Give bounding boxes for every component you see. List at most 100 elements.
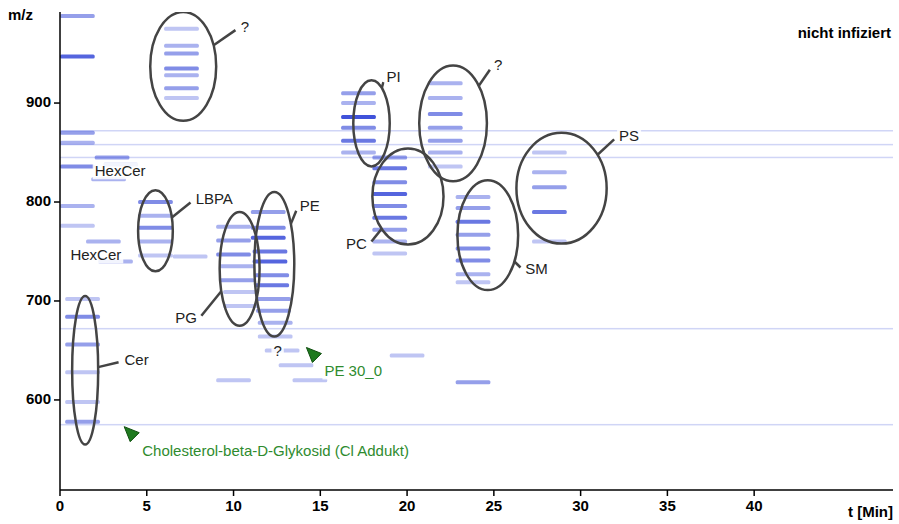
signal [428,164,463,168]
signal [164,86,199,90]
label-patch [385,68,403,85]
signal [223,304,258,308]
arrow [306,347,321,362]
signal [60,131,95,135]
region-ellipse [72,296,98,444]
signal [164,73,199,77]
x-tick-label: 25 [486,497,503,514]
y-tick [54,102,60,104]
signal [138,240,173,244]
leader-line [291,211,296,224]
y-tick [54,399,60,401]
title: nicht infiziert [798,24,891,41]
signal [456,380,491,384]
x-tick-label: 0 [56,497,64,514]
signal [428,126,463,130]
signal [341,126,376,130]
leader-line [98,362,118,367]
background-line [60,130,893,132]
region-ellipse [372,149,443,245]
signal [164,96,199,100]
x-tick [580,490,582,496]
x-tick-label: 10 [225,497,242,514]
signal [341,139,376,143]
x-tick [753,490,755,496]
signal [173,254,208,258]
x-tick [667,490,669,496]
signal [372,204,407,208]
signal [456,195,491,199]
label-patch [239,18,251,35]
leader-line [479,70,490,86]
signal [372,228,407,232]
label-patch [322,362,384,379]
background-line [60,328,893,330]
label-patch [492,56,504,73]
signal [372,192,407,196]
x-tick-label: 40 [746,497,763,514]
leader-line [514,261,520,267]
leader-line [382,82,384,88]
signal [456,220,491,224]
signal [138,226,173,230]
annotation-label: PS [619,127,639,144]
annotation-label: HexCer [70,246,121,263]
annotation-label: LBPA [196,190,233,207]
signal [251,210,286,214]
region-ellipse [254,192,294,336]
y-tick-label: 900 [26,93,51,110]
label-patch [271,342,283,359]
signal [428,112,463,116]
label-patch [122,351,150,368]
annotation-label: PE 30_0 [324,362,382,379]
signal [341,101,376,105]
signal [65,370,100,374]
x-tick-label: 30 [572,497,589,514]
label-patch [140,442,411,459]
signal [256,297,291,301]
signal [216,225,251,229]
signal [532,170,567,174]
signal [223,290,258,294]
signal [60,141,95,145]
leader-line [172,203,191,218]
region-ellipse [419,65,487,181]
signal [456,233,491,237]
annotation-label: ? [494,56,502,73]
signal [138,214,173,218]
signal [216,378,251,382]
annotation-label: PG [175,309,197,326]
signal [456,272,491,276]
arrow [124,427,139,442]
annotation-label: PE [300,197,320,214]
signal [60,14,95,18]
region-ellipse [457,180,518,290]
signal [532,210,567,214]
annotation-label: ? [273,342,281,359]
signal [86,240,121,244]
chart: ?LBPAPGPECerPI?PCSMPSHexCerHexCer?PE 30_… [0,0,899,524]
signal [256,309,291,313]
x-tick [233,490,235,496]
background-line [60,144,893,146]
y-axis-line [59,12,61,490]
signal [532,185,567,189]
signal [532,151,567,155]
x-tick [406,490,408,496]
signal [428,81,463,85]
signal [341,115,376,119]
signal [220,264,255,268]
signal [65,400,100,404]
leader-line [214,30,236,45]
annotation-label: SM [525,260,548,277]
region-ellipse [150,12,216,121]
signal [60,55,95,59]
signal [164,52,199,56]
annotation-label: Cholesterol-beta-D-Glykosid (Cl Addukt) [142,442,409,459]
label-patch [93,162,148,179]
region-ellipse [516,133,606,244]
label-patch [344,235,369,252]
signal [65,343,100,347]
signal [372,180,407,184]
signal [456,247,491,251]
